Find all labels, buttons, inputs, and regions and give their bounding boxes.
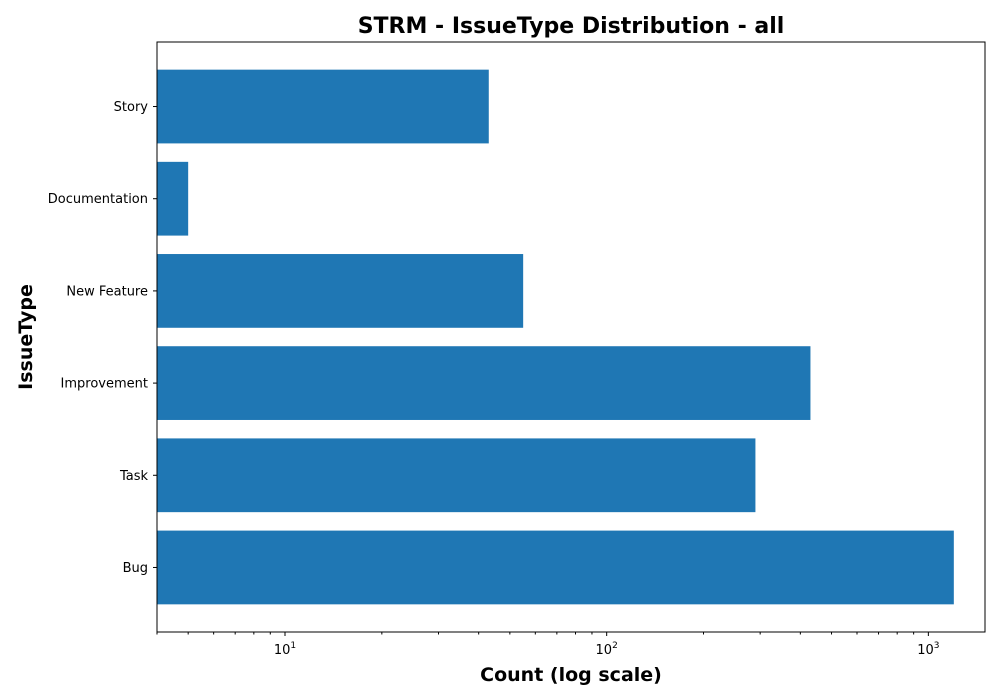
chart-title: STRM - IssueType Distribution - all [358, 14, 785, 39]
x-tick-label: 102 [596, 641, 618, 658]
bar-story [157, 69, 489, 144]
x-axis-ticks: 101 102 103 [156, 632, 939, 658]
y-axis-ticks: Bug Task Improvement New Feature Documentati… [48, 100, 157, 576]
y-tick-label: New Feature [66, 284, 148, 299]
x-tick-label: 103 [917, 641, 939, 658]
bar-new-feature [157, 254, 524, 328]
y-tick-label: Story [114, 100, 149, 115]
bar-improvement [157, 346, 811, 420]
bar-task [157, 438, 756, 513]
y-tick-label: Documentation [48, 192, 148, 207]
bars-group [157, 69, 954, 605]
plot-frame [156, 41, 986, 633]
x-axis-label: Count (log scale) [480, 664, 662, 686]
bar-bug [157, 530, 954, 605]
y-tick-label: Bug [123, 561, 148, 576]
bar-documentation [157, 161, 189, 236]
x-tick-label: 101 [274, 641, 296, 658]
y-tick-label: Improvement [61, 377, 148, 392]
y-tick-label: Task [119, 469, 149, 484]
y-axis-label: IssueType [15, 284, 37, 390]
